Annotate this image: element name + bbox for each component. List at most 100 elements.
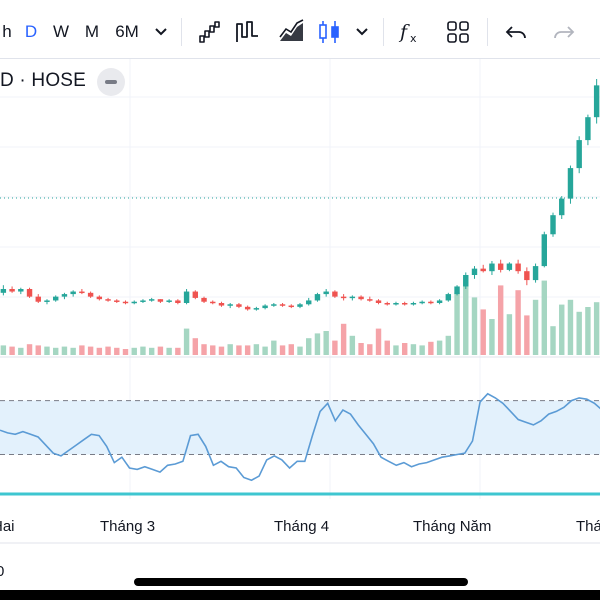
volume-bar [183, 328, 190, 355]
volume-bar [401, 343, 408, 355]
volume-bar [349, 335, 356, 355]
candle-body [131, 301, 137, 304]
candle-body [428, 301, 434, 304]
candle-body [87, 292, 94, 297]
candle-body [585, 117, 591, 141]
redo-icon[interactable] [550, 18, 578, 46]
time-axis: Hai Tháng 3 Tháng 4 Tháng Năm Thá 0 [0, 518, 600, 580]
candle-body [576, 140, 582, 169]
candle-body [367, 299, 373, 301]
candle-body [515, 263, 521, 272]
candle-body [410, 303, 417, 305]
layouts-grid-icon[interactable] [444, 18, 472, 46]
interval-day-button[interactable]: D [24, 22, 38, 41]
toolbar-divider [487, 18, 488, 46]
volume-bar [524, 315, 530, 355]
volume-bar [323, 331, 329, 355]
svg-text:x: x [410, 32, 417, 45]
volume-bar [297, 346, 303, 355]
candlestick-icon[interactable] [315, 18, 343, 46]
chevron-down-icon[interactable] [348, 18, 376, 46]
candle-body [559, 198, 565, 216]
candle-body [340, 296, 347, 299]
time-axis-label: Tháng 3 [100, 518, 155, 535]
candle-body [297, 304, 303, 307]
volume-bar [96, 347, 103, 355]
indicators-fx-icon[interactable]: f x [396, 18, 424, 46]
candle-body [26, 289, 33, 297]
volume-bar [148, 347, 155, 355]
candle-body [262, 305, 268, 309]
candle-body [279, 304, 286, 306]
candle-body [489, 263, 495, 272]
candle-body [524, 271, 530, 281]
candle-body [122, 301, 129, 304]
volume-bar [419, 345, 425, 355]
volume-bar [506, 314, 513, 355]
volume-bar [26, 344, 33, 355]
price-chart[interactable]: Hai Tháng 3 Tháng 4 Tháng Năm Thá 0 [0, 59, 600, 590]
volume-bar [114, 347, 120, 355]
volume-bar [9, 346, 15, 355]
interval-hour-button[interactable]: h [2, 22, 12, 41]
undo-icon[interactable] [502, 18, 530, 46]
interval-month-button[interactable]: M [84, 22, 100, 41]
interval-6m-button[interactable]: 6M [115, 22, 139, 41]
interval-week-button[interactable]: W [52, 22, 70, 41]
candle-body [332, 291, 338, 297]
candle-body [183, 291, 190, 303]
candle-body [306, 300, 312, 305]
volume-bar [593, 302, 600, 355]
volume-bar [105, 346, 111, 355]
step-line-icon[interactable] [234, 18, 262, 46]
volume-bar [122, 349, 129, 355]
volume-bar [576, 311, 582, 355]
volume-bar [314, 333, 321, 355]
candle-body [445, 294, 452, 301]
candle-body [61, 294, 68, 297]
volume-bar [140, 346, 146, 355]
volume-bar [550, 326, 556, 355]
collapse-legend-button[interactable] [97, 68, 125, 96]
rsi-indicator [0, 392, 600, 482]
volume-bar [532, 299, 539, 355]
candle-body [567, 168, 574, 199]
volume-bar [157, 346, 164, 355]
candle-body [44, 300, 50, 302]
volume-bar [79, 345, 85, 355]
volume-bar [70, 347, 76, 355]
time-axis-label: Hai [0, 518, 15, 535]
candle-body [532, 266, 539, 281]
volume-bar [340, 323, 347, 355]
line-break-icon[interactable] [196, 18, 224, 46]
volume-bar [306, 338, 312, 355]
volume-bar [375, 328, 382, 355]
candle-body [323, 291, 329, 295]
candle-body [253, 308, 260, 310]
candle-body [463, 275, 469, 287]
chevron-down-icon[interactable] [147, 18, 175, 46]
toolbar-border [0, 58, 600, 59]
volume-bar [515, 290, 521, 355]
candle-body [550, 215, 556, 235]
volume-bar [585, 307, 591, 355]
volume-bar [471, 297, 478, 355]
candle-body [384, 303, 390, 305]
volume-bar [0, 345, 7, 355]
area-chart-icon[interactable] [277, 18, 305, 46]
candle-body [401, 303, 408, 305]
chart-grid [0, 59, 600, 544]
toolbar-divider [181, 18, 182, 46]
rsi-band-fill [0, 400, 600, 455]
time-axis-label: Thá [576, 518, 600, 535]
candle-body [218, 303, 225, 306]
candle-body [175, 300, 181, 303]
symbol-exchange-label[interactable]: D · HOSE [0, 70, 87, 91]
volume-bar [288, 344, 294, 355]
time-axis-label: Tháng Năm [413, 518, 491, 535]
volume-bar [87, 346, 94, 355]
candle-body [9, 289, 15, 292]
candle-body [18, 289, 24, 292]
volume-bar [44, 346, 50, 355]
volume-bar [166, 347, 172, 355]
